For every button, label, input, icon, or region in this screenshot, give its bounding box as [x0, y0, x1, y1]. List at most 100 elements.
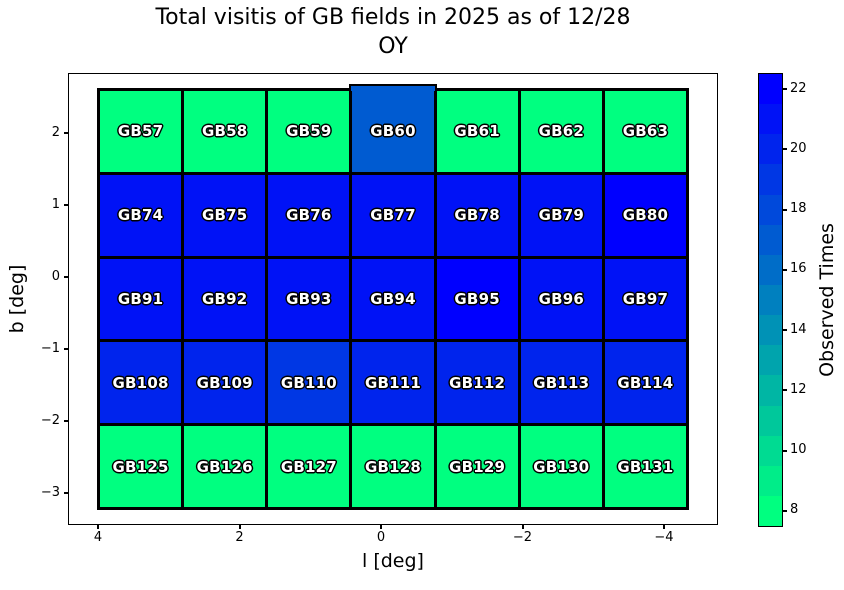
- field-label: GB96: [538, 289, 584, 308]
- x-tick-mark: [521, 525, 524, 529]
- field-cell: GB59: [268, 91, 350, 172]
- field-label: GB109: [196, 373, 253, 392]
- field-label: GB57: [117, 122, 164, 141]
- colorbar-segment: [759, 495, 782, 527]
- x-tick-label: −2: [512, 530, 533, 545]
- field-cell: GB127: [268, 426, 350, 507]
- colorbar-segment: [759, 164, 782, 195]
- field-label: GB113: [533, 373, 590, 392]
- y-tick-label: −2: [40, 412, 60, 428]
- field-cell: GB110: [268, 342, 350, 424]
- y-tick-label: 2: [51, 124, 60, 140]
- colorbar-segment: [759, 194, 782, 225]
- field-cell: GB96: [520, 258, 602, 340]
- field-label: GB93: [286, 289, 332, 308]
- field-label: GB110: [280, 373, 337, 392]
- field-cell: GB58: [184, 91, 266, 172]
- field-cell: GB92: [184, 258, 266, 340]
- chart-title: Total visitis of GB fields in 2025 as of…: [155, 5, 631, 30]
- field-cell: GB128: [352, 426, 434, 507]
- field-label: GB60: [370, 122, 416, 141]
- field-label: GB94: [370, 289, 416, 308]
- field-cell: GB91: [100, 258, 182, 340]
- x-tick-label: 2: [235, 530, 244, 545]
- field-cell: GB97: [604, 258, 686, 340]
- colorbar-tick-mark: [783, 389, 787, 392]
- field-cell: GB78: [436, 174, 518, 256]
- field-cell: GB125: [100, 426, 182, 507]
- colorbar-segment: [759, 435, 782, 466]
- field-cell: GB113: [520, 342, 602, 424]
- field-label: GB92: [202, 289, 248, 308]
- colorbar-segment: [759, 104, 782, 135]
- colorbar: [758, 73, 783, 527]
- field-cell: GB114: [604, 342, 686, 424]
- field-cell: GB112: [436, 342, 518, 424]
- field-cell: GB57: [100, 91, 182, 172]
- field-label: GB131: [617, 457, 674, 476]
- field-cell: GB109: [184, 342, 266, 424]
- colorbar-tick-label: 22: [790, 80, 807, 96]
- y-tick-mark: [64, 276, 68, 278]
- colorbar-tick-label: 12: [790, 381, 807, 397]
- colorbar-segment: [759, 315, 782, 346]
- colorbar-tick-mark: [783, 208, 787, 211]
- x-axis-label: l [deg]: [362, 550, 424, 572]
- colorbar-segment: [759, 345, 782, 376]
- field-cell: GB61: [436, 91, 518, 172]
- field-label: GB74: [117, 206, 164, 225]
- field-cell: GB77: [352, 174, 434, 256]
- field-label: GB127: [280, 457, 337, 476]
- colorbar-segment: [759, 134, 782, 165]
- y-tick-label: −3: [40, 484, 60, 500]
- field-label: GB112: [449, 373, 506, 392]
- x-tick-mark: [380, 525, 382, 529]
- field-label: GB77: [370, 206, 416, 225]
- y-tick-mark: [64, 204, 68, 206]
- colorbar-tick-label: 8: [790, 502, 799, 518]
- field-cell: GB74: [100, 174, 182, 256]
- field-cell: GB95: [436, 258, 518, 340]
- cell-protrusion-fill: [351, 86, 435, 91]
- field-cell: GB79: [520, 174, 602, 256]
- field-label: GB129: [449, 457, 506, 476]
- y-tick-mark: [64, 420, 68, 422]
- y-tick-label: 1: [51, 196, 60, 212]
- field-label: GB78: [454, 206, 500, 225]
- cell-protrusion: [349, 84, 437, 91]
- colorbar-tick-mark: [783, 449, 787, 452]
- x-tick-mark: [663, 525, 665, 529]
- x-tick-label: −4: [654, 530, 674, 545]
- x-tick-mark: [238, 525, 241, 529]
- x-tick-label: 4: [93, 530, 103, 545]
- field-label: GB111: [364, 373, 422, 392]
- field-label: GB130: [533, 457, 590, 476]
- field-cell: GB60: [349, 84, 437, 172]
- colorbar-segment: [759, 465, 782, 496]
- field-cell: GB62: [520, 91, 602, 172]
- field-label: GB128: [364, 457, 422, 476]
- field-label: GB59: [286, 122, 332, 141]
- field-label: GB91: [117, 289, 164, 308]
- field-label: GB126: [196, 457, 253, 476]
- colorbar-label: Observed Times: [816, 223, 838, 377]
- field-cell: GB131: [604, 426, 686, 507]
- colorbar-segment: [759, 74, 782, 105]
- colorbar-tick-label: 14: [790, 321, 807, 337]
- field-label: GB97: [622, 289, 669, 308]
- colorbar-segment: [759, 375, 782, 406]
- field-cell: GB111: [352, 342, 434, 424]
- x-tick-label: 0: [376, 530, 386, 545]
- field-cell: GB76: [268, 174, 350, 256]
- heatmap-grid: GB57 GB58 GB59 GB60 GB61 GB62 GB63 GB74 GB75 GB76…: [97, 84, 689, 510]
- colorbar-tick-label: 16: [790, 261, 807, 277]
- colorbar-segment: [759, 284, 782, 316]
- colorbar-tick-label: 10: [790, 442, 807, 458]
- y-axis-label: b [deg]: [6, 264, 28, 334]
- field-cell: GB129: [436, 426, 518, 507]
- field-label: GB63: [622, 122, 669, 141]
- field-label: GB76: [286, 206, 332, 225]
- colorbar-segment: [759, 405, 782, 436]
- field-label: GB125: [112, 457, 169, 476]
